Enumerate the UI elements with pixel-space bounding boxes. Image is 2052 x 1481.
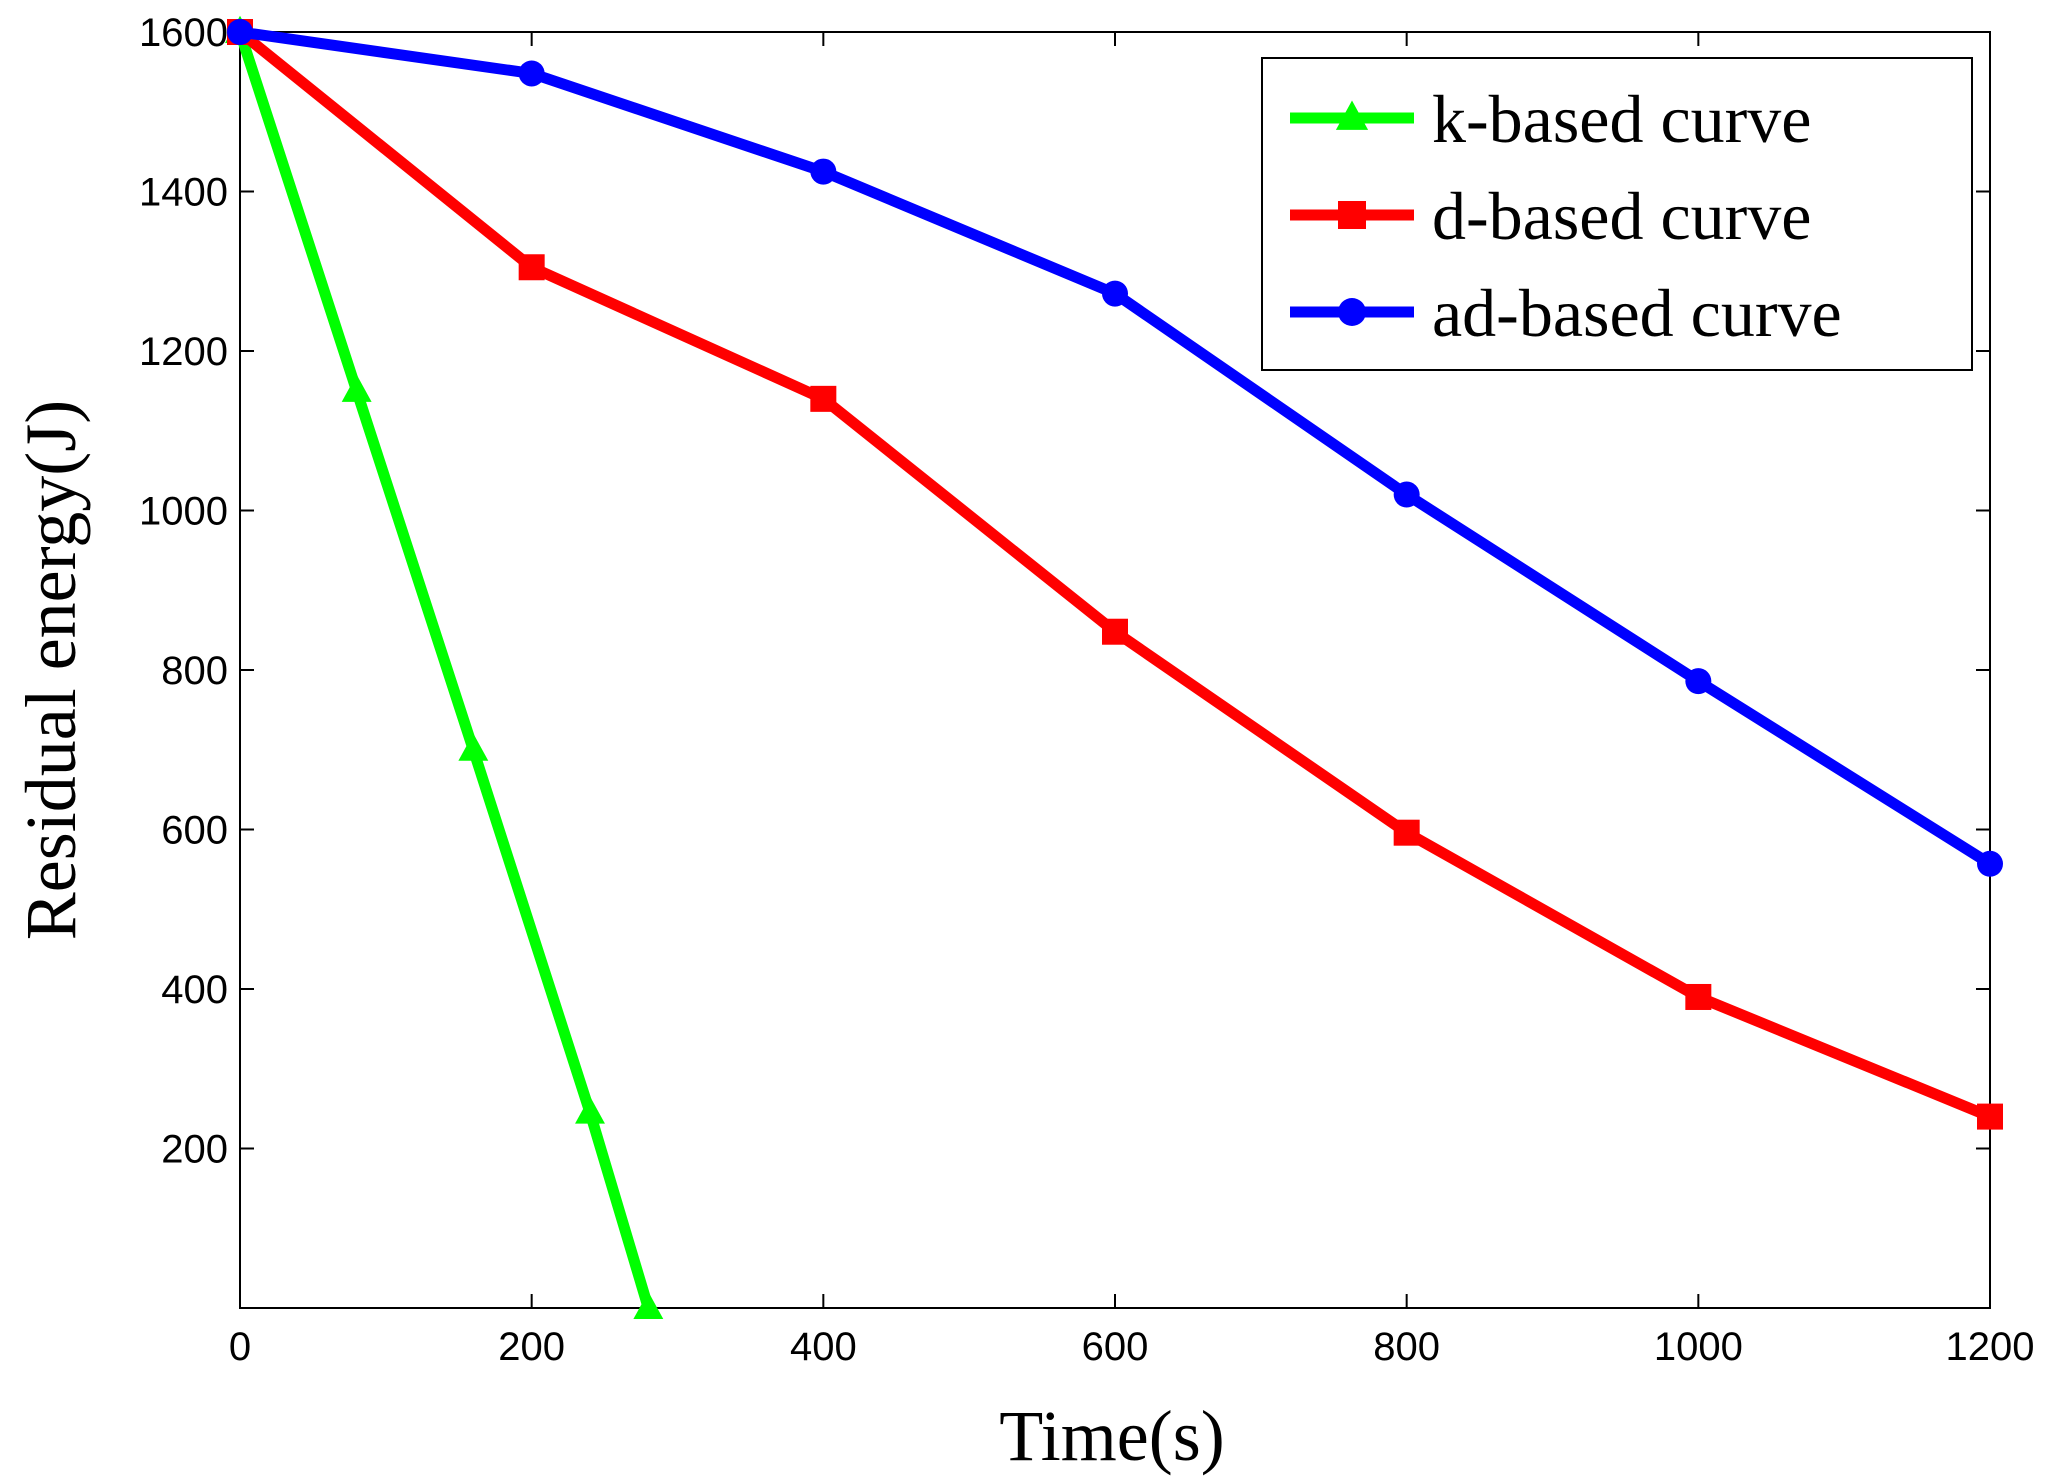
x-tick-label: 800	[1373, 1325, 1440, 1369]
y-tick-label: 600	[161, 809, 228, 853]
legend-label: ad-based curve	[1432, 275, 1842, 351]
data-point-circle	[1338, 298, 1366, 326]
y-tick-label: 1000	[139, 490, 228, 534]
legend-item: k-based curve	[1290, 81, 1811, 157]
y-tick-label: 200	[161, 1128, 228, 1172]
data-point-circle	[1102, 280, 1128, 307]
data-point-triangle	[633, 1291, 664, 1320]
data-point-circle	[1393, 481, 1420, 508]
x-tick-label: 400	[790, 1325, 857, 1369]
legend-item: ad-based curve	[1290, 275, 1842, 351]
series-layer	[225, 15, 2003, 1320]
legend-item: d-based curve	[1290, 178, 1811, 254]
axis-ticks: 0 200 400 600 800 1000 1200 200 400 600 800 1000 120…	[139, 11, 2034, 1369]
legend-label: k-based curve	[1432, 81, 1811, 157]
data-point-circle	[1685, 668, 1712, 695]
y-tick-label: 400	[161, 968, 228, 1012]
data-point-square	[1977, 1103, 2003, 1130]
data-point-square	[1685, 983, 1712, 1010]
x-tick-label: 600	[1082, 1325, 1149, 1369]
data-point-triangle	[575, 1096, 605, 1124]
data-point-circle	[518, 60, 545, 87]
y-tick-label: 800	[161, 649, 228, 693]
data-point-circle	[1977, 850, 2003, 877]
data-point-square	[1338, 201, 1366, 229]
data-point-triangle	[458, 733, 489, 761]
x-tick-label: 1200	[1946, 1325, 2035, 1369]
data-point-square	[810, 385, 837, 412]
x-tick-label: 200	[498, 1325, 565, 1369]
series-ad-based-curve	[227, 19, 2003, 877]
legend-label: d-based curve	[1432, 178, 1811, 254]
data-point-square	[1102, 618, 1128, 645]
y-tick-label: 1600	[139, 11, 228, 55]
data-point-triangle	[1335, 100, 1369, 130]
data-point-square	[1393, 819, 1420, 846]
y-axis-title: Residual energy(J)	[11, 400, 91, 941]
x-tick-label: 0	[229, 1325, 251, 1369]
y-tick-label: 1200	[139, 330, 228, 374]
data-point-triangle	[341, 374, 372, 402]
data-point-square	[518, 254, 545, 281]
x-axis-title: Time(s)	[999, 1396, 1224, 1476]
data-point-circle	[227, 19, 253, 45]
data-point-circle	[810, 158, 837, 185]
legend: k-based curve d-based curve ad-based curve	[1261, 57, 1973, 371]
x-tick-label: 1000	[1654, 1325, 1743, 1369]
y-tick-label: 1400	[139, 171, 228, 215]
